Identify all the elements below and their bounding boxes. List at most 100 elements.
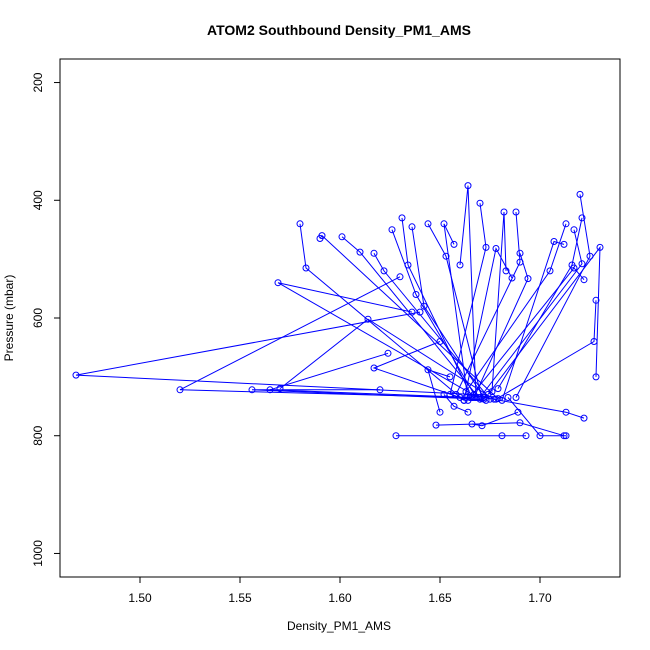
data-point (176, 386, 184, 394)
data-point (338, 233, 346, 241)
series-line (487, 245, 601, 395)
data-point (536, 432, 544, 440)
series-line (449, 203, 487, 395)
data-point (560, 432, 568, 440)
data-point (370, 364, 378, 372)
data-point (522, 432, 530, 440)
data-point (396, 273, 404, 281)
data-point (384, 349, 392, 357)
data-point (424, 366, 432, 374)
data-point (546, 267, 554, 275)
data-point (302, 264, 310, 272)
data-point (516, 419, 524, 427)
x-tick-label: 1.70 (528, 591, 552, 605)
data-point (550, 238, 558, 245)
data-point (504, 394, 512, 401)
data-point (512, 394, 520, 401)
data-point (446, 373, 454, 381)
series-line (299, 223, 465, 401)
data-point (500, 208, 508, 216)
data-point (440, 391, 448, 398)
series-line (507, 397, 566, 437)
data-point (476, 199, 484, 207)
y-axis-label: Pressure (mbar) (2, 275, 16, 362)
series-line (427, 223, 483, 399)
series-line (443, 223, 469, 401)
data-point (412, 291, 420, 298)
x-tick-label: 1.60 (328, 591, 352, 605)
series-line (373, 253, 491, 400)
profile-series (424, 366, 454, 416)
data-point (436, 408, 444, 416)
x-axis-label: Density_PM1_AMS (287, 619, 391, 633)
data-point (464, 408, 472, 416)
series-line (341, 236, 481, 400)
data-point (560, 240, 568, 248)
series-line (495, 300, 597, 400)
data-point (296, 220, 304, 228)
data-point (316, 235, 324, 242)
profile-series (504, 394, 570, 440)
data-point (494, 385, 502, 393)
series-line (443, 394, 469, 413)
series-line (455, 211, 521, 395)
data-point (494, 395, 502, 403)
x-tick-label: 1.50 (128, 591, 152, 605)
data-point (276, 385, 284, 393)
data-point (498, 396, 506, 404)
data-point (592, 373, 600, 381)
profile-series (72, 308, 478, 398)
data-point (524, 275, 532, 283)
data-point (450, 402, 458, 410)
data-point (370, 249, 378, 257)
data-point (570, 226, 578, 234)
data-point (388, 226, 396, 234)
data-point (72, 371, 80, 379)
plot-area (72, 182, 604, 440)
data-point (490, 395, 498, 403)
y-tick-label: 200 (31, 72, 45, 92)
data-point (578, 214, 586, 222)
x-tick-label: 1.55 (228, 591, 252, 605)
series-line (465, 223, 567, 392)
data-point (398, 214, 406, 222)
y-tick-label: 400 (31, 190, 45, 210)
y-tick-label: 600 (31, 308, 45, 328)
series-line (459, 185, 477, 398)
data-point (480, 395, 488, 403)
data-point (364, 315, 372, 323)
series-line (372, 341, 461, 398)
series-line (435, 422, 565, 437)
profile-series (392, 432, 530, 440)
profile-series (494, 214, 586, 393)
data-point (468, 420, 476, 428)
data-point (456, 394, 464, 401)
data-point (356, 248, 364, 256)
data-point (408, 223, 416, 231)
data-point (488, 388, 496, 396)
profile-series (370, 338, 464, 401)
data-point (492, 245, 500, 252)
data-point (580, 414, 588, 422)
series-line (427, 369, 451, 413)
profile-series (468, 408, 522, 430)
series-line (391, 229, 477, 398)
series-line (483, 397, 585, 419)
y-tick-label: 1000 (31, 540, 45, 567)
data-point (562, 408, 570, 416)
data-point (416, 308, 424, 316)
series-line (75, 311, 475, 395)
data-point (562, 220, 570, 228)
profile-series (432, 419, 568, 440)
series-line (279, 318, 495, 400)
data-point (464, 182, 472, 190)
profile-series (440, 391, 472, 416)
data-point (512, 208, 520, 216)
data-point (432, 421, 440, 429)
data-point (442, 252, 450, 260)
data-point (498, 432, 506, 440)
series-line (469, 267, 585, 398)
data-point (478, 422, 486, 430)
data-point (424, 220, 432, 228)
